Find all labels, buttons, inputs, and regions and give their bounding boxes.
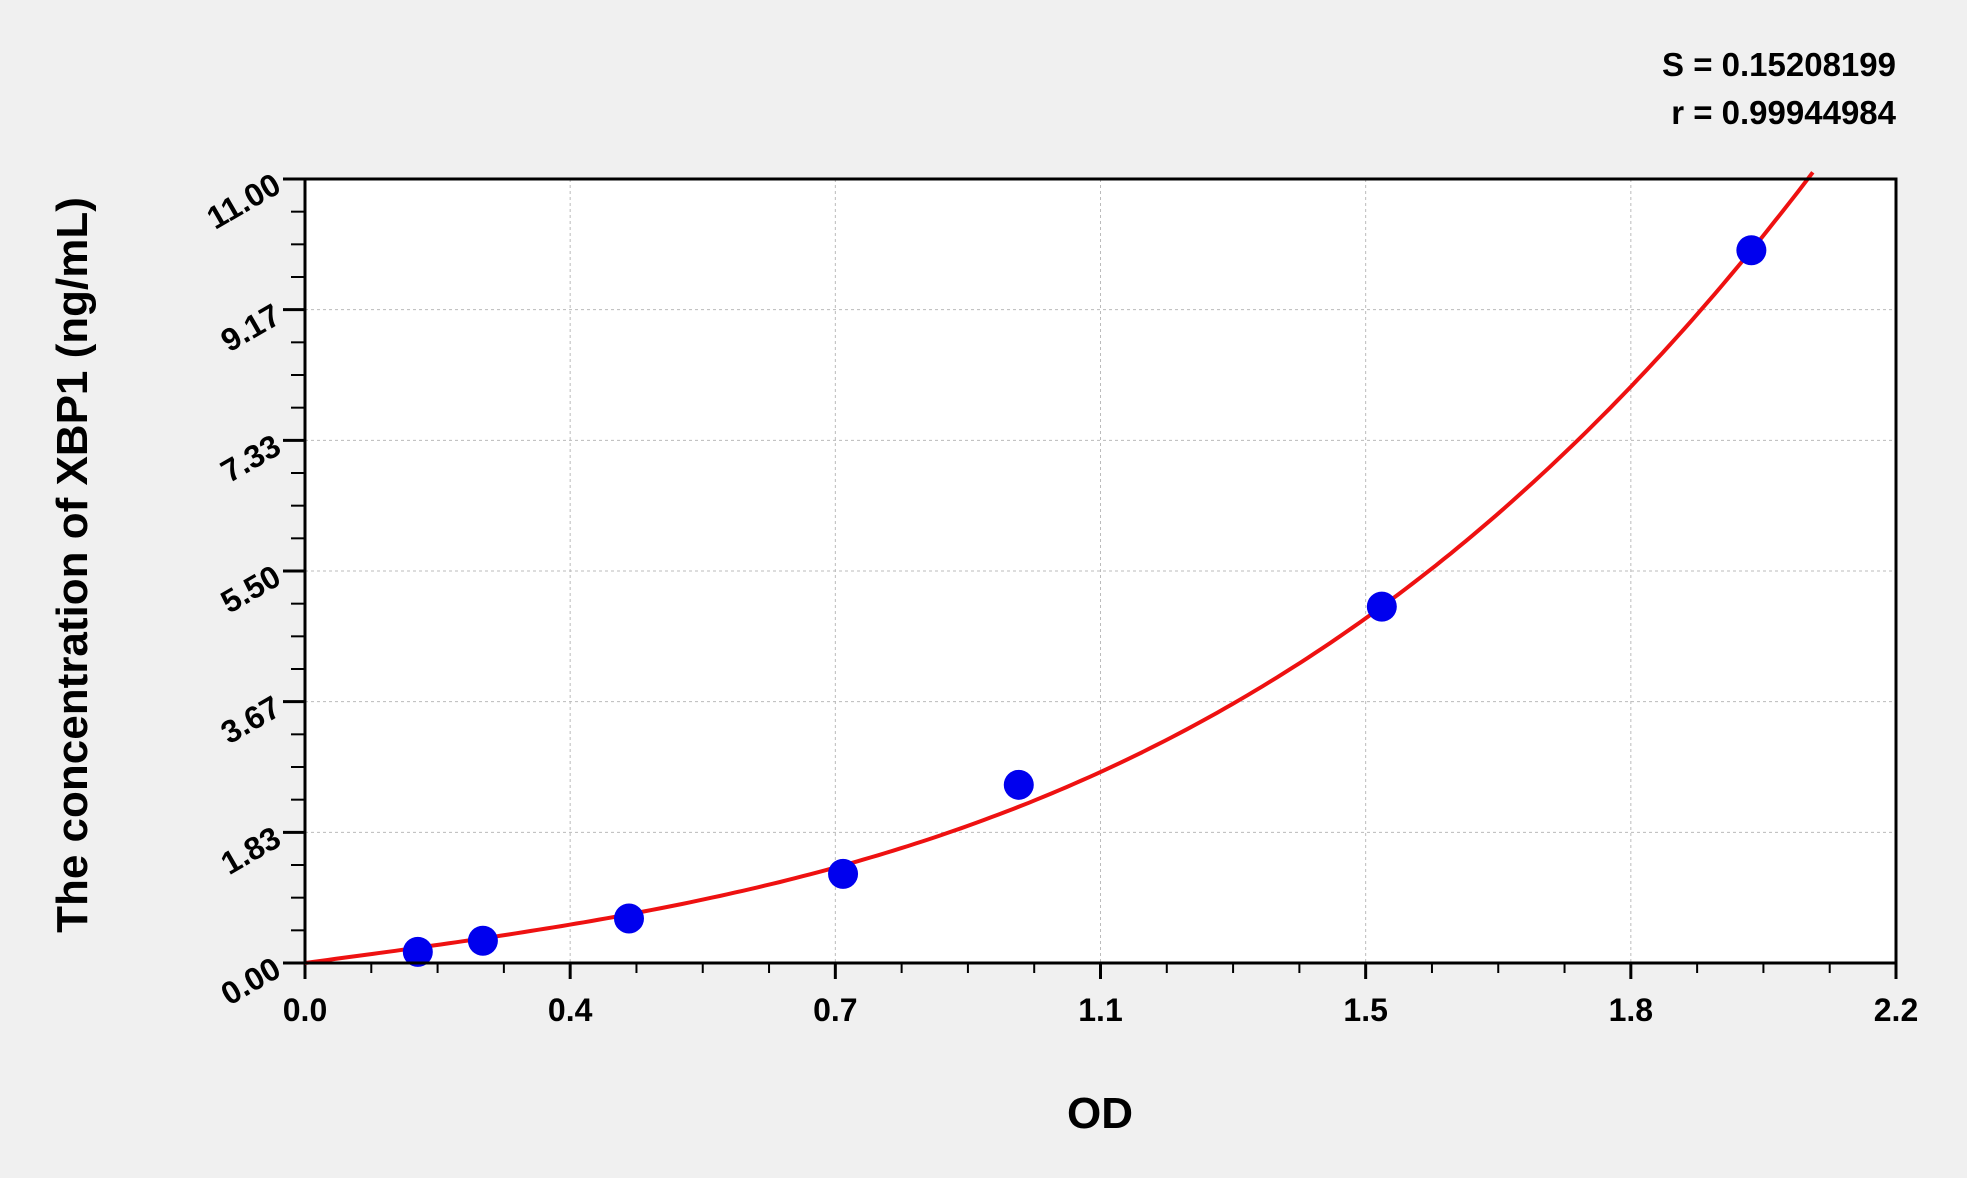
stat-s: S = 0.15208199	[1662, 46, 1896, 83]
data-point	[1366, 591, 1397, 622]
data-point	[1736, 235, 1767, 266]
x-tick-label: 0.7	[813, 992, 857, 1028]
data-point	[613, 903, 644, 934]
fit-curve-group	[304, 171, 1815, 965]
data-point	[828, 858, 859, 889]
y-tick-label: 3.67	[215, 689, 287, 751]
grid	[305, 179, 1896, 963]
x-tick-label: 1.8	[1609, 992, 1653, 1028]
plot-frame	[303, 177, 1898, 965]
y-tick-label: 0.00	[215, 950, 287, 1012]
ticks	[283, 177, 1898, 979]
x-tick-label: 0.4	[548, 992, 593, 1028]
data-point	[467, 925, 498, 956]
stat-r: r = 0.99944984	[1671, 94, 1896, 131]
x-tick-label: 1.1	[1078, 992, 1122, 1028]
data-point	[1003, 769, 1034, 800]
y-axis-label: The concentration of XBP1 (ng/mL)	[48, 197, 97, 933]
x-axis-label: OD	[1067, 1089, 1133, 1138]
x-tick-label: 2.2	[1874, 992, 1918, 1028]
x-tick-label: 1.5	[1343, 992, 1387, 1028]
y-tick-label: 11.00	[201, 166, 287, 236]
y-tick-labels: 0.00 1.83 3.67 5.50 7.33 9.17 11.00	[201, 166, 287, 1012]
data-points	[402, 235, 1767, 967]
x-tick-label: 0.0	[283, 992, 327, 1028]
data-point	[402, 936, 433, 967]
y-tick-label: 1.83	[215, 819, 287, 881]
y-tick-label: 7.33	[215, 427, 287, 489]
fit-curve	[304, 171, 1815, 965]
y-tick-label: 9.17	[215, 297, 287, 359]
y-tick-label: 5.50	[215, 558, 287, 620]
x-tick-labels: 0.0 0.4 0.7 1.1 1.5 1.8 2.2	[283, 992, 1918, 1028]
